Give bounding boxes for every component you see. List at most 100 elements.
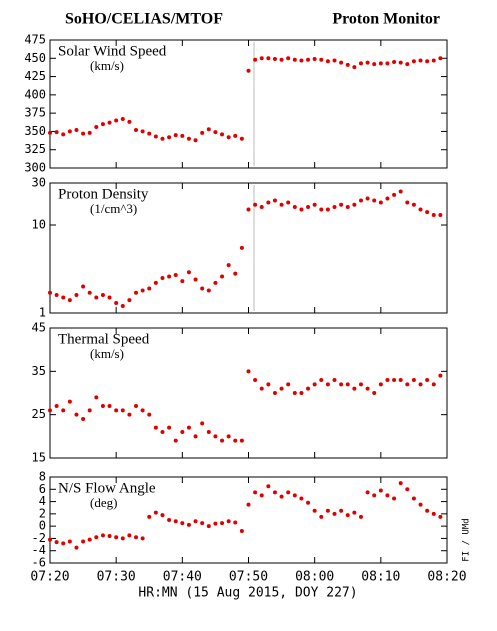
data-point xyxy=(186,136,191,141)
data-point xyxy=(378,382,383,387)
data-point xyxy=(299,496,304,501)
x-tick-label: 07:20 xyxy=(30,570,69,585)
data-point xyxy=(246,207,251,212)
data-point xyxy=(398,378,403,382)
x-tick-label: 07:50 xyxy=(229,570,268,585)
data-point xyxy=(392,192,397,197)
data-point xyxy=(358,61,363,66)
data-point xyxy=(259,493,264,498)
data-point xyxy=(48,130,52,135)
data-point xyxy=(272,391,277,395)
data-point xyxy=(253,378,258,382)
data-point xyxy=(153,510,158,515)
data-point xyxy=(100,533,105,538)
data-point xyxy=(431,382,436,387)
data-point xyxy=(299,207,304,212)
data-point xyxy=(87,130,92,135)
y-tick-label: 2 xyxy=(39,506,46,520)
data-point xyxy=(153,134,158,139)
panel-unit: (1/cm^3) xyxy=(90,201,137,216)
data-point xyxy=(378,200,383,205)
data-point xyxy=(312,382,317,387)
data-point xyxy=(74,293,79,298)
data-point xyxy=(352,386,357,391)
data-point xyxy=(167,135,172,140)
data-point xyxy=(233,438,238,443)
data-point xyxy=(74,127,79,132)
data-point xyxy=(272,198,277,203)
data-point xyxy=(186,522,191,527)
data-point xyxy=(431,511,436,516)
data-point xyxy=(94,535,99,540)
data-point xyxy=(246,502,251,507)
data-point xyxy=(392,496,397,501)
data-point xyxy=(253,490,258,495)
data-point xyxy=(127,533,132,538)
data-point xyxy=(193,434,198,439)
data-point xyxy=(325,382,330,387)
data-point xyxy=(226,434,231,439)
y-tick-label: -2 xyxy=(32,531,46,545)
data-point xyxy=(372,493,377,498)
data-point xyxy=(213,130,218,135)
data-point xyxy=(167,425,172,430)
data-point xyxy=(365,386,370,391)
data-point xyxy=(74,545,79,550)
y-tick-label: 30 xyxy=(32,176,46,190)
data-point xyxy=(259,56,264,61)
data-point xyxy=(272,490,277,495)
data-point xyxy=(378,61,383,66)
data-point xyxy=(405,487,410,492)
data-point xyxy=(418,58,423,63)
data-point xyxy=(411,496,416,501)
data-point xyxy=(319,514,324,519)
data-point xyxy=(339,508,344,513)
data-point xyxy=(147,412,152,417)
data-point xyxy=(239,529,244,534)
data-point xyxy=(325,207,330,212)
data-point xyxy=(120,536,125,541)
data-point xyxy=(398,60,403,65)
panel-unit: (km/s) xyxy=(90,346,124,361)
data-point xyxy=(120,116,125,121)
data-point xyxy=(339,382,344,387)
credit: FI / UMd xyxy=(462,518,472,561)
y-tick-label: 300 xyxy=(24,161,46,175)
panel-title: Thermal Speed xyxy=(58,331,150,347)
data-point xyxy=(114,118,119,123)
data-point xyxy=(180,133,185,138)
data-point xyxy=(48,290,52,295)
data-point xyxy=(153,280,158,285)
data-point xyxy=(292,493,297,498)
x-tick-label: 08:00 xyxy=(295,570,334,585)
data-point xyxy=(54,293,59,298)
data-point xyxy=(319,207,324,212)
data-point xyxy=(398,189,403,194)
data-point xyxy=(114,300,119,305)
data-point xyxy=(385,493,390,498)
data-point xyxy=(134,290,139,295)
data-point xyxy=(94,395,99,400)
data-point xyxy=(107,295,112,300)
data-point xyxy=(61,295,66,300)
data-point xyxy=(127,119,132,124)
data-point xyxy=(61,132,66,137)
data-point xyxy=(147,286,152,291)
data-point xyxy=(114,408,119,413)
data-point xyxy=(81,417,86,421)
data-point xyxy=(54,540,59,545)
data-point xyxy=(425,508,430,513)
data-point xyxy=(358,198,363,203)
data-point xyxy=(114,535,119,540)
y-tick-label: 0 xyxy=(39,519,46,533)
data-point xyxy=(392,59,397,64)
data-point xyxy=(173,438,178,443)
y-tick-label: 1 xyxy=(39,306,46,320)
data-point xyxy=(239,245,244,250)
data-point xyxy=(140,288,145,293)
y-tick-label: 325 xyxy=(24,142,46,156)
data-point xyxy=(186,425,191,430)
data-point xyxy=(405,200,410,205)
data-point xyxy=(167,274,172,279)
